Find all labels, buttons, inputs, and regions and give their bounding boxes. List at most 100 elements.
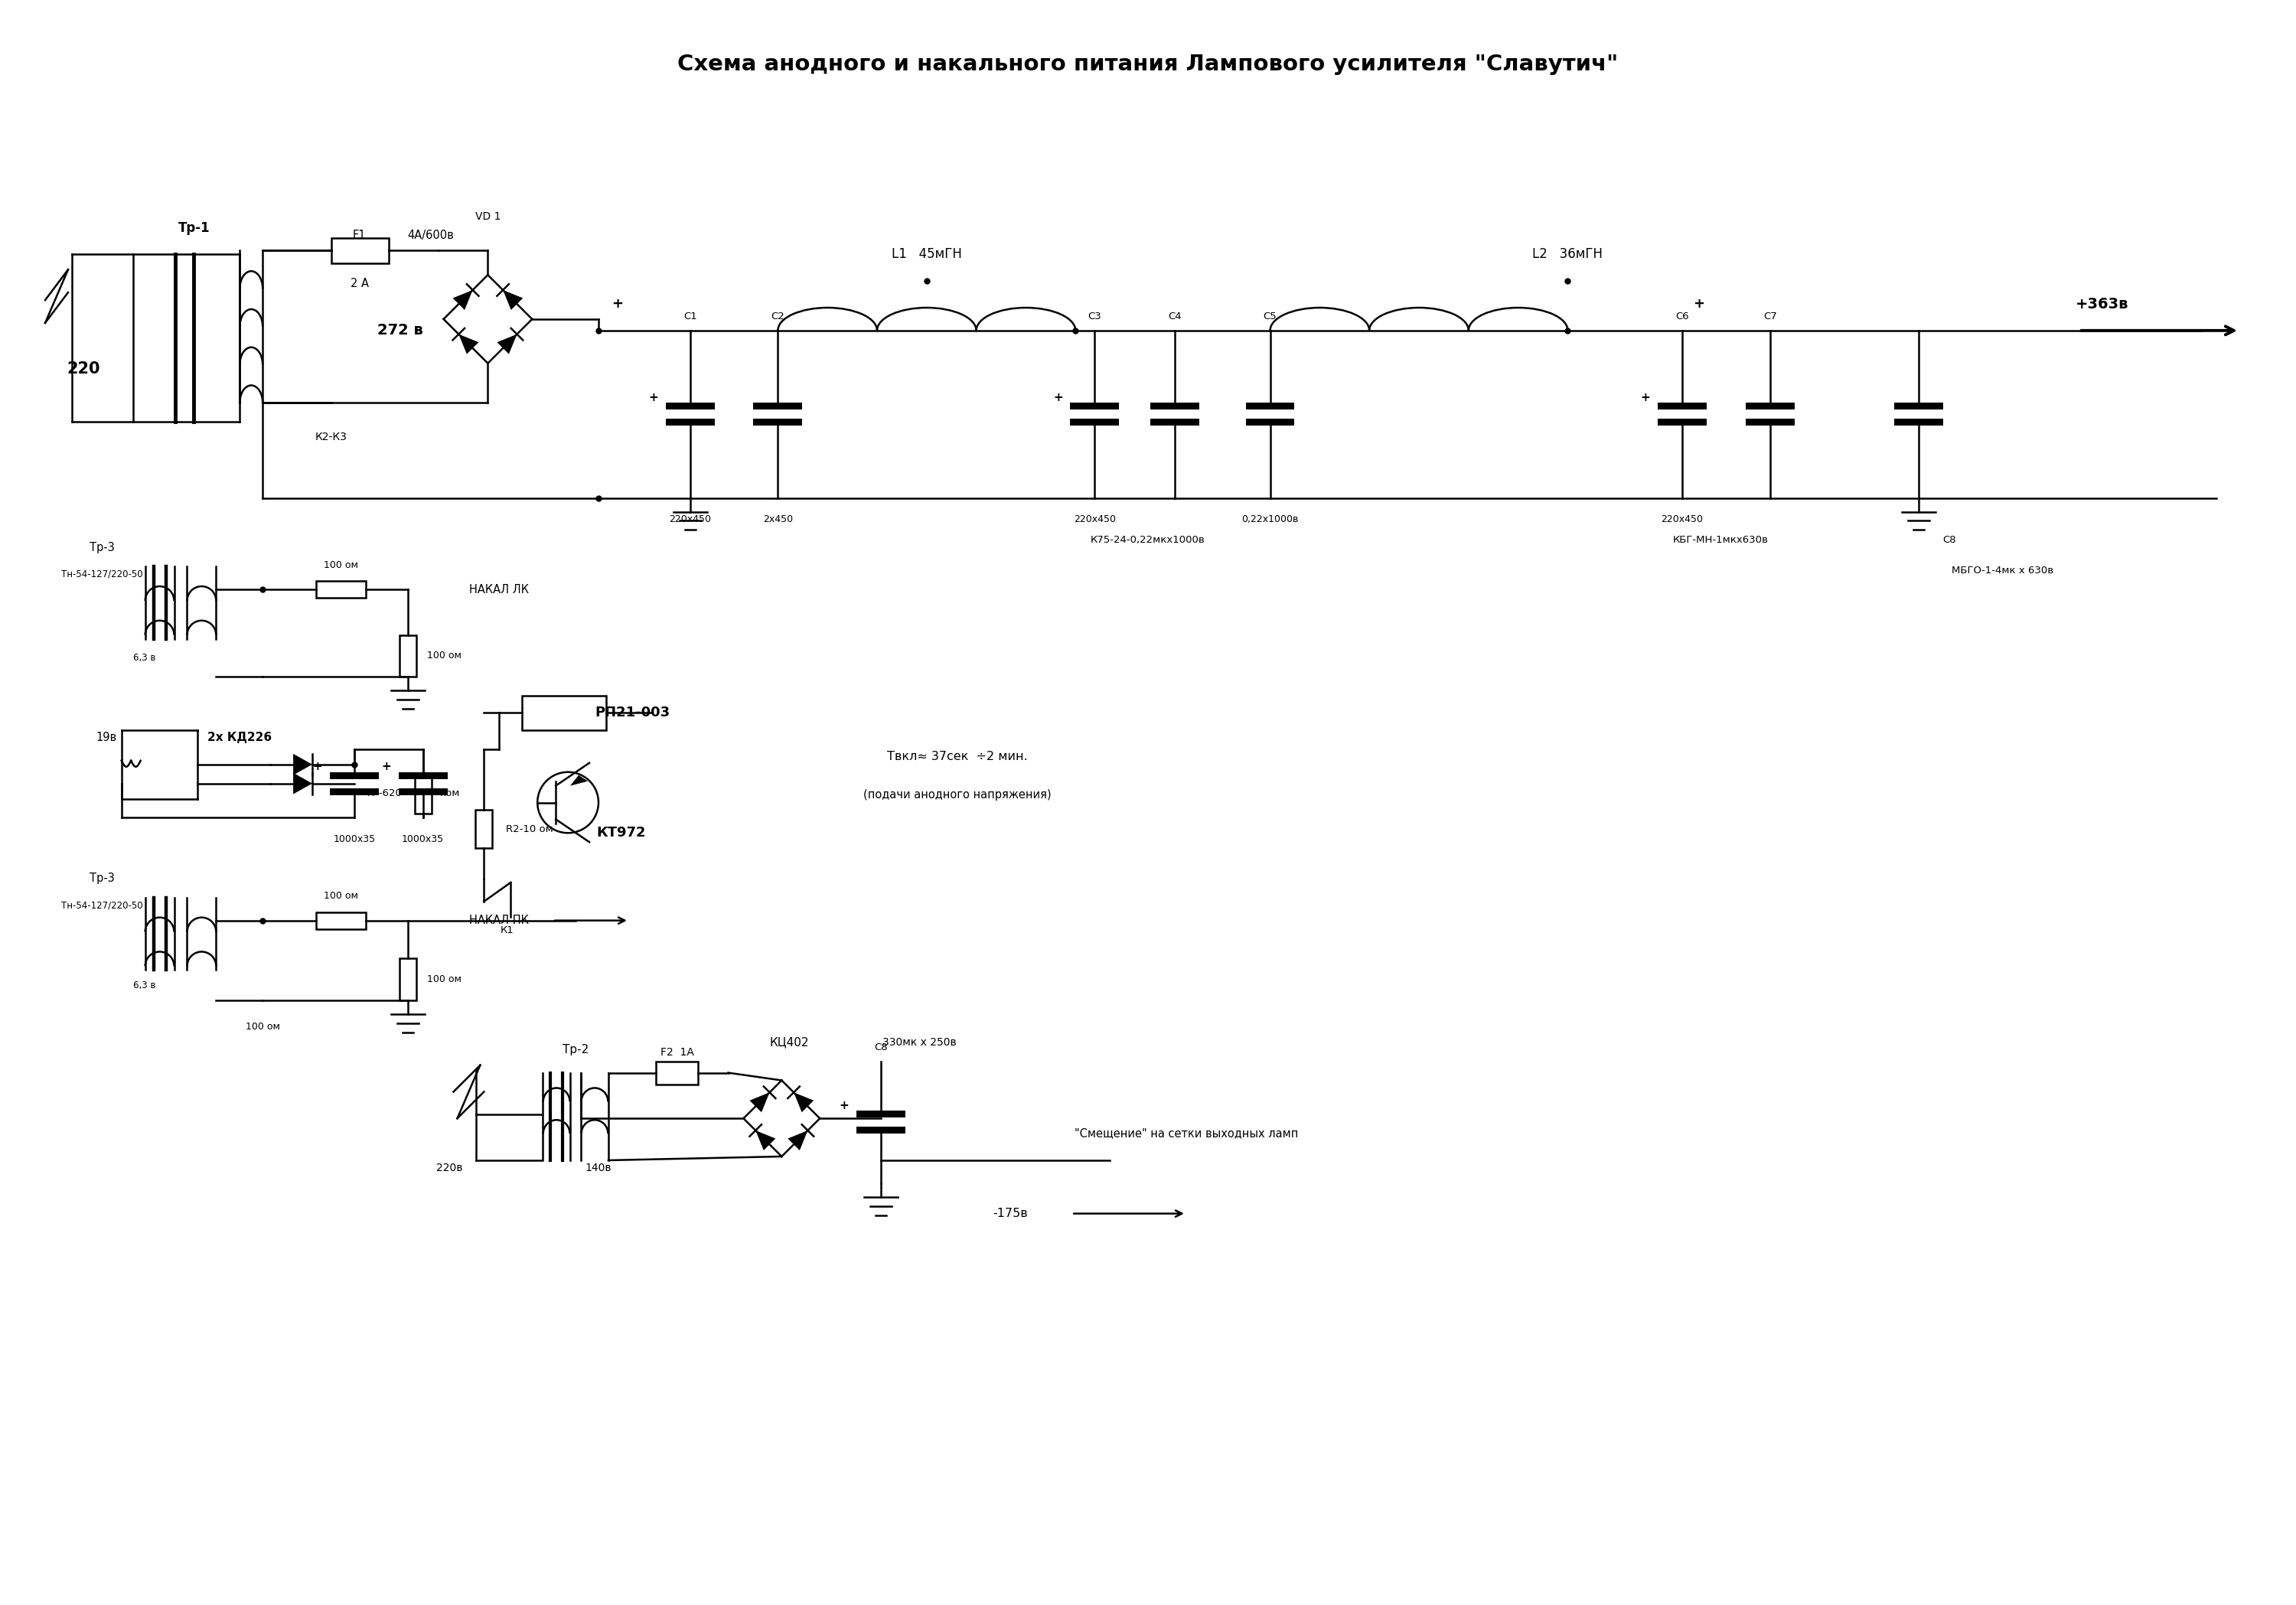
Text: "Смещение" на сетки выходных ламп: "Смещение" на сетки выходных ламп [1075,1128,1297,1140]
Text: 140в: 140в [585,1162,611,1173]
Text: 100 ом: 100 ом [427,650,461,661]
Bar [331,772,379,778]
Bar [1894,403,1942,409]
Text: 100 ом: 100 ом [427,974,461,984]
Text: F1: F1 [354,230,367,241]
Polygon shape [503,291,523,310]
Bar [400,636,416,677]
Text: К1: К1 [501,926,514,936]
Polygon shape [569,775,588,786]
Bar [317,581,365,597]
Text: 1000х35: 1000х35 [402,835,443,844]
Text: Тн-54-127/220-50: Тн-54-127/220-50 [62,900,142,910]
Bar [666,419,714,425]
Text: R*-620: R*-620 [367,788,402,798]
Text: МБГО-1-4мк х 630в: МБГО-1-4мк х 630в [1952,565,2053,575]
Text: 100 ом: 100 ом [246,1022,280,1032]
Text: Тр-1: Тр-1 [179,221,209,234]
Text: C4: C4 [1169,311,1182,321]
Text: 2 А: 2 А [351,278,370,289]
Bar [317,912,365,929]
Text: Тр-3: Тр-3 [90,542,115,554]
Bar [521,697,606,730]
Polygon shape [294,774,312,794]
Text: КЦ402: КЦ402 [769,1037,808,1048]
Bar [1745,403,1795,409]
Text: 272 в: 272 в [377,323,422,337]
Text: L1   45мГН: L1 45мГН [891,247,962,262]
Bar [475,811,491,847]
Text: 6,3 в: 6,3 в [133,653,156,663]
Text: C1: C1 [684,311,698,321]
Text: Тр-3: Тр-3 [90,873,115,884]
Bar [1658,403,1706,409]
Bar [1070,403,1118,409]
Polygon shape [452,291,473,310]
Text: 220х450: 220х450 [1662,514,1704,525]
Text: НАКАЛ ПК: НАКАЛ ПК [468,915,528,926]
Text: C2: C2 [771,311,785,321]
Text: +: + [611,297,622,311]
Text: 4А/600в: 4А/600в [406,230,455,241]
Text: (подачи анодного напряжения): (подачи анодного напряжения) [863,790,1052,801]
Text: +: + [647,392,659,403]
Text: +: + [381,761,390,772]
Text: КТ972: КТ972 [597,827,645,839]
Polygon shape [794,1093,813,1112]
Text: 220х450: 220х450 [1075,514,1116,525]
Bar [856,1111,905,1117]
Bar [657,1061,698,1083]
Bar [1658,419,1706,425]
Text: 220в: 220в [436,1162,464,1173]
Bar [1745,419,1795,425]
Bar [400,958,416,1000]
Text: +: + [840,1099,850,1111]
Bar [1247,403,1295,409]
Bar [666,403,714,409]
Bar [416,775,432,814]
Text: 220: 220 [67,361,101,376]
Text: РП21-003: РП21-003 [595,706,670,719]
Text: C6: C6 [1676,311,1690,321]
Text: 0,22х1000в: 0,22х1000в [1242,514,1300,525]
Text: +363в: +363в [2076,297,2128,311]
Text: 2х КД226: 2х КД226 [207,732,271,743]
Text: C5: C5 [1263,311,1277,321]
Polygon shape [294,754,312,775]
Text: VD 1: VD 1 [475,210,501,221]
Text: -175в: -175в [994,1209,1029,1220]
Text: Тр-2: Тр-2 [563,1045,588,1056]
Text: К75-24-0,22мкх1000в: К75-24-0,22мкх1000в [1091,534,1205,544]
Polygon shape [788,1130,808,1151]
Polygon shape [459,334,478,355]
Text: Тн-54-127/220-50: Тн-54-127/220-50 [62,570,142,579]
Bar [1894,419,1942,425]
Text: L2   36мГН: L2 36мГН [1531,247,1603,262]
Text: С8: С8 [1942,534,1956,544]
Bar [400,772,448,778]
Bar [331,788,379,794]
Text: R2-10 ом: R2-10 ом [505,825,553,835]
Bar [856,1127,905,1133]
Bar [331,238,388,263]
Text: 6,3 в: 6,3 в [133,981,156,990]
Bar [753,419,801,425]
Bar [1150,419,1199,425]
Text: 2х450: 2х450 [762,514,792,525]
Polygon shape [755,1130,776,1151]
Text: КБГ-МН-1мкх630в: КБГ-МН-1мкх630в [1671,534,1768,544]
Text: 100 ом: 100 ом [324,560,358,570]
Text: Твкл≈ 37сек  ÷2 мин.: Твкл≈ 37сек ÷2 мин. [886,751,1029,762]
Bar [1150,403,1199,409]
Polygon shape [496,334,517,355]
Text: 330мк х 250в: 330мк х 250в [882,1037,955,1048]
Bar [400,788,448,794]
Text: ком: ком [439,788,459,798]
Text: C8: C8 [875,1043,889,1053]
Text: F2  1А: F2 1А [661,1046,693,1058]
Text: 220х450: 220х450 [668,514,712,525]
Text: 19в: 19в [96,732,117,743]
Text: НАКАЛ ЛК: НАКАЛ ЛК [468,584,528,595]
Bar [1070,419,1118,425]
Text: Схема анодного и накального питания Лампового усилителя "Славутич": Схема анодного и накального питания Ламп… [677,53,1619,75]
